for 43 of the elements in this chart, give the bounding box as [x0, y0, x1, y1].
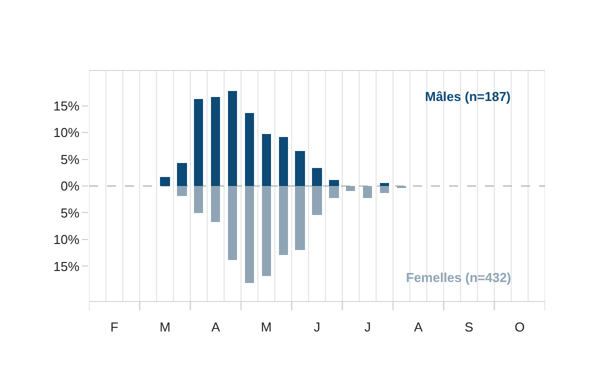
bar	[245, 186, 254, 283]
bar	[194, 99, 203, 186]
bar	[380, 186, 389, 193]
bar	[177, 163, 187, 186]
y-tick-label: 10%	[53, 232, 80, 248]
bar	[329, 180, 339, 186]
x-tick-label: A	[211, 320, 220, 335]
bar	[279, 137, 288, 186]
bar	[194, 186, 203, 213]
text: Femelles (n=432)	[406, 270, 512, 285]
y-tick-label: 5%	[60, 152, 80, 167]
y-tick-label: 15%	[53, 98, 80, 114]
x-tick-label: M	[260, 320, 272, 335]
y-tick-label: 10%	[53, 125, 80, 140]
bar	[177, 186, 187, 196]
bar	[228, 186, 237, 260]
x-tick-label: M	[160, 320, 170, 335]
bar	[160, 177, 170, 186]
bar	[211, 186, 220, 222]
bar	[211, 97, 220, 186]
bar	[228, 91, 237, 186]
x-tick-label: F	[110, 320, 118, 335]
x-tick-label: O	[514, 320, 525, 335]
bar	[262, 134, 271, 186]
bar	[279, 186, 288, 255]
y-tick-label: 15%	[53, 258, 80, 274]
bar	[329, 186, 339, 198]
text: Mâles (n=187)	[425, 89, 511, 104]
y-tick-label: 5%	[60, 205, 80, 220]
bar	[346, 186, 355, 191]
bar	[295, 151, 305, 186]
bar	[245, 113, 254, 186]
bar	[262, 186, 271, 276]
bar	[312, 186, 322, 215]
y-tick-label: 0%	[60, 178, 80, 194]
bar	[295, 186, 305, 250]
bar	[312, 168, 322, 186]
bar	[363, 186, 372, 198]
x-tick-label: J	[314, 320, 320, 335]
x-tick-label: S	[464, 320, 474, 335]
bar	[380, 183, 389, 186]
x-tick-label: A	[414, 320, 423, 335]
x-tick-label: J	[364, 320, 371, 335]
